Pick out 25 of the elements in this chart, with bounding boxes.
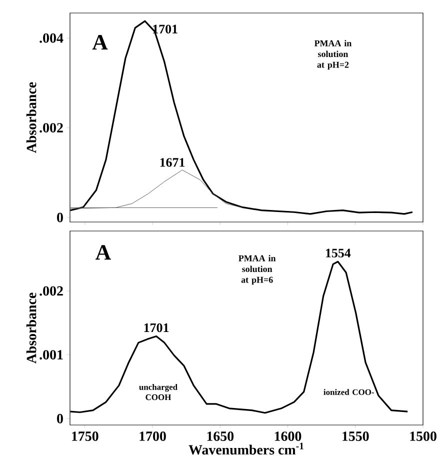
y-tick-label: .002 [40,286,63,296]
annotation: PMAA in solution at pH=6 [238,254,276,285]
annotation: 1701 [153,24,178,34]
y-axis-title: Absorbance [26,82,36,154]
annotation: PMAA in solution at pH=2 [314,40,352,70]
annotation: A [95,245,111,260]
x-tick-label: 1550 [342,432,369,441]
y-tick-label: .001 [40,350,63,360]
x-axis-title: Wavenumbers cm$^{-1}$ [188,442,304,455]
y-tick-label: .002 [40,123,63,133]
y-tick-label: 0 [57,212,63,222]
y-tick-label: 0 [57,414,63,424]
y-axis-title: Absorbance [26,292,36,364]
annotation: uncharged COOH [139,384,178,400]
x-tick-label: 1500 [410,432,436,441]
annotation: ionized COO- [324,389,374,395]
annotation: 1671 [160,158,185,167]
x-tick-label: 1700 [140,432,166,441]
annotation: A [92,35,108,50]
annotation: 1701 [144,323,169,332]
x-tick-label: 1750 [72,432,98,441]
x-tick-label: 1650 [207,432,234,441]
x-tick-label: 1600 [274,432,302,441]
annotation: 1554 [326,248,351,258]
y-tick-label: .004 [40,33,64,43]
